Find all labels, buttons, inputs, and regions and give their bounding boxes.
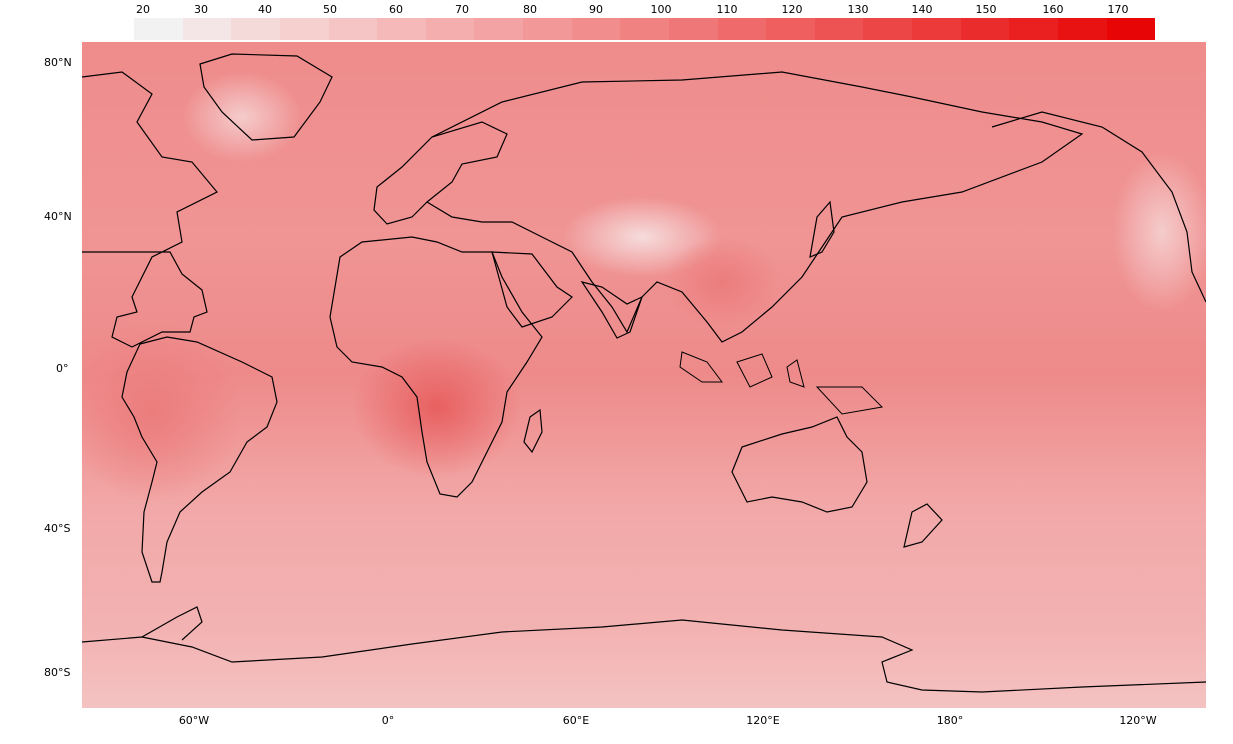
colorbar-tick: 150 xyxy=(975,3,997,16)
colorbar-segment xyxy=(425,18,475,40)
colorbar: 20 30 40 50 60 70 80 90 100 110 120 130 … xyxy=(0,0,1233,42)
india-coast xyxy=(580,281,644,339)
sulawesi-coast xyxy=(786,359,805,388)
colorbar-segment xyxy=(523,18,572,40)
new-zealand-coast xyxy=(903,503,943,548)
colorbar-tick: 140 xyxy=(911,3,933,16)
africa-hotspot xyxy=(352,337,522,477)
colorbar-segment xyxy=(377,18,426,40)
new-guinea-coast xyxy=(815,386,884,415)
colorbar-tick: 170 xyxy=(1107,3,1129,16)
borneo-coast xyxy=(736,353,773,388)
colorbar-segment xyxy=(1009,18,1058,40)
colorbar-tick: 100 xyxy=(650,3,672,16)
colorbar-segment xyxy=(182,18,232,40)
colorbar-segment xyxy=(766,18,815,40)
colorbar-segment xyxy=(134,18,183,40)
colorbar-segment xyxy=(814,18,864,40)
japan-coast xyxy=(809,200,835,258)
colorbar-gradient xyxy=(134,18,1156,40)
colorbar-tick: 120 xyxy=(781,3,803,16)
lat-label: 80°S xyxy=(44,666,71,679)
lon-label: 60°E xyxy=(562,714,590,727)
colorbar-segment xyxy=(231,18,280,40)
north-america-east-coast xyxy=(991,111,1206,303)
amazon-hotspot xyxy=(82,322,242,502)
lat-label: 40°N xyxy=(44,210,72,223)
colorbar-segment xyxy=(863,18,912,40)
arabia-coast xyxy=(491,251,573,328)
greenland-coast xyxy=(199,53,333,141)
lat-label: 80°N xyxy=(44,56,72,69)
rockies-low xyxy=(1112,152,1206,312)
colorbar-segment xyxy=(620,18,669,40)
colorbar-segment xyxy=(279,18,329,40)
lat-label: 40°S xyxy=(44,522,71,535)
colorbar-tick: 70 xyxy=(455,3,469,16)
south-america-coast xyxy=(121,336,278,583)
colorbar-segment xyxy=(717,18,767,40)
colorbar-tick: 110 xyxy=(716,3,738,16)
sumatra-coast xyxy=(679,351,723,383)
colorbar-tick: 50 xyxy=(323,3,337,16)
lat-label: 0° xyxy=(56,362,69,375)
antarctic-peninsula-coast xyxy=(141,606,203,641)
colorbar-tick: 160 xyxy=(1042,3,1064,16)
colorbar-segment xyxy=(1057,18,1107,40)
madagascar-coast xyxy=(523,408,543,454)
colorbar-tick: 130 xyxy=(847,3,869,16)
coastlines xyxy=(82,53,1206,693)
antarctica-coast xyxy=(82,619,1206,693)
colorbar-segment xyxy=(571,18,621,40)
colorbar-segment xyxy=(668,18,718,40)
colorbar-segment xyxy=(474,18,523,40)
lon-label: 120°E xyxy=(746,714,780,727)
colorbar-tick: 20 xyxy=(136,3,150,16)
australia-coast xyxy=(731,416,868,513)
colorbar-segment xyxy=(960,18,1010,40)
lon-label: 60°W xyxy=(178,714,210,727)
indonesia-islands xyxy=(679,351,884,415)
colorbar-tick: 80 xyxy=(523,3,537,16)
map-panel[interactable] xyxy=(82,42,1206,708)
colorbar-tick: 90 xyxy=(589,3,603,16)
north-america-coast xyxy=(82,71,218,348)
colorbar-segment xyxy=(1106,18,1156,40)
colorbar-tick: 60 xyxy=(389,3,403,16)
colorbar-tick: 40 xyxy=(258,3,272,16)
africa-coast xyxy=(329,236,543,498)
lon-label: 120°W xyxy=(1119,714,1157,727)
colorbar-tick: 30 xyxy=(194,3,208,16)
greenland-low xyxy=(182,72,302,162)
colorbar-segment xyxy=(328,18,378,40)
eurasia-coast xyxy=(426,71,1084,343)
lon-label: 180° xyxy=(936,714,964,727)
lon-label: 0° xyxy=(381,714,395,727)
colorbar-segment xyxy=(912,18,961,40)
map-canvas xyxy=(82,42,1206,708)
